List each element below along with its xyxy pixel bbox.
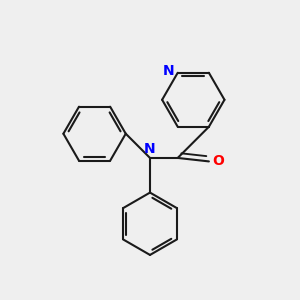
Text: N: N (163, 64, 174, 78)
Text: N: N (144, 142, 156, 156)
Text: O: O (212, 154, 224, 168)
